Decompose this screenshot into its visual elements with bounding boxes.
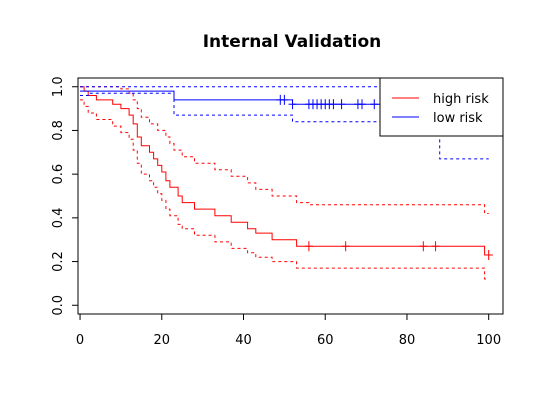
high-risk-censor-mark — [341, 241, 350, 252]
x-tick-label: 20 — [154, 333, 171, 348]
y-tick-label: 0.8 — [51, 120, 66, 141]
low-risk-censor-mark — [280, 94, 289, 105]
high-risk-legend-label: high risk — [433, 92, 489, 107]
low-risk-censor-mark — [358, 99, 367, 110]
low-risk-censor-mark — [288, 99, 297, 110]
y-tick-label: 0.4 — [51, 208, 66, 229]
high-risk-censor-mark — [419, 241, 428, 252]
low-risk-censor-mark — [337, 99, 346, 110]
y-tick-label: 0.2 — [51, 251, 66, 272]
high-risk-censor-mark — [431, 241, 440, 252]
high-risk-curve — [80, 86, 493, 256]
x-tick-label: 80 — [399, 333, 416, 348]
legend: high risk low risk — [379, 77, 504, 137]
legend-box — [379, 77, 504, 137]
high-risk-censor-mark — [304, 241, 313, 252]
plot-frame — [77, 77, 504, 315]
chart-title: Internal Validation — [203, 32, 382, 52]
high-risk-censor-mark — [484, 250, 493, 260]
high-risk-lower-ci-curve — [80, 99, 489, 280]
low-risk-censor-mark — [329, 99, 338, 110]
low-risk-legend-label: low risk — [433, 111, 483, 126]
x-tick-label: 40 — [235, 333, 252, 348]
censor-marks-group — [276, 94, 493, 260]
y-tick-label: 1.0 — [51, 76, 66, 97]
x-tick-label: 60 — [317, 333, 334, 348]
y-tick-label: 0.0 — [51, 295, 66, 316]
x-tick-label: 0 — [76, 333, 84, 348]
axes-group: 0 20 40 60 80 100 0.0 0.2 0.4 0.6 0.8 1.0 — [51, 76, 501, 348]
y-tick-label: 0.6 — [51, 164, 66, 185]
low-risk-censor-mark — [370, 99, 379, 110]
x-tick-label: 100 — [476, 333, 501, 348]
